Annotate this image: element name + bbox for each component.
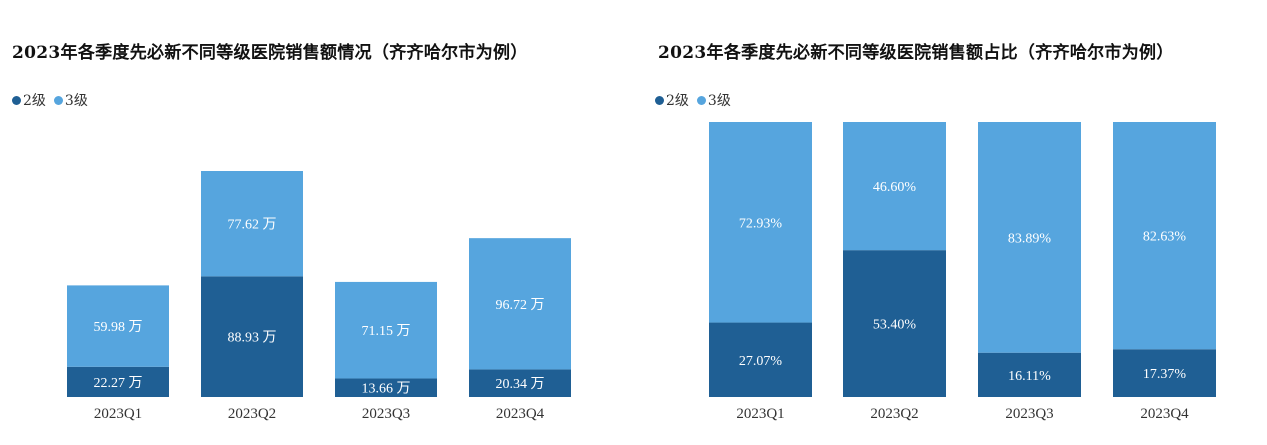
left-chart-legend: 2级 3级 (12, 90, 88, 110)
x-tick-label: 2023Q2 (870, 406, 918, 422)
data-label: 77.62 万 (228, 218, 277, 233)
bar-3级-2023Q4 (1113, 122, 1216, 350)
right-chart-title: 2023年各季度先必新不同等级医院销售额占比（齐齐哈尔市为例） (658, 43, 1174, 63)
x-tick-label: 2023Q1 (94, 406, 142, 422)
legend-label: 3级 (707, 93, 731, 109)
data-label: 83.89% (1008, 231, 1052, 246)
bar-3级-2023Q1 (709, 122, 812, 323)
x-tick-label: 2023Q4 (496, 406, 545, 422)
x-tick-label: 2023Q3 (362, 406, 410, 422)
bar-2级-2023Q1 (709, 322, 812, 397)
bar-2级-2023Q1 (67, 366, 169, 397)
data-label: 88.93 万 (228, 331, 277, 346)
legend-dot-icon (696, 95, 706, 105)
bar-3级-2023Q2 (201, 171, 303, 277)
data-label: 22.27 万 (94, 376, 143, 391)
bar-3级-2023Q3 (335, 281, 437, 379)
data-label: 96.72 万 (496, 298, 545, 313)
bar-2级-2023Q3 (978, 352, 1081, 397)
data-label: 82.63% (1143, 230, 1187, 245)
data-label: 46.60% (873, 180, 917, 195)
legend-label: 2级 (666, 93, 689, 109)
bar-3级-2023Q2 (843, 122, 946, 251)
legend-dot-icon (12, 95, 21, 105)
legend-item-level2: 2级 (12, 90, 46, 110)
bar-3级-2023Q4 (469, 238, 571, 370)
data-label: 59.98 万 (94, 320, 143, 335)
bar-3级-2023Q3 (978, 122, 1081, 353)
x-tick-label: 2023Q1 (736, 406, 784, 422)
data-label: 71.15 万 (362, 324, 411, 339)
legend-item-level3: 3级 (53, 90, 88, 110)
data-label: 53.40% (873, 318, 917, 333)
bar-2级-2023Q2 (843, 250, 946, 397)
data-label: 17.37% (1143, 367, 1187, 382)
right-chart-legend: 2级 3级 (655, 90, 731, 110)
data-label: 13.66 万 (362, 382, 411, 397)
legend-item-level2: 2级 (655, 90, 689, 110)
legend-label: 3级 (64, 93, 88, 109)
data-label: 72.93% (739, 216, 783, 231)
data-label: 20.34 万 (496, 377, 545, 392)
bar-3级-2023Q1 (67, 285, 169, 367)
legend-dot-icon (655, 95, 664, 105)
legend-label: 2级 (23, 93, 46, 109)
bar-2级-2023Q3 (335, 378, 437, 397)
data-label: 27.07% (739, 354, 783, 369)
x-tick-label: 2023Q3 (1005, 406, 1053, 422)
x-tick-label: 2023Q4 (1140, 406, 1189, 422)
legend-dot-icon (53, 95, 63, 105)
left-chart-title: 2023年各季度先必新不同等级医院销售额情况（齐齐哈尔市为例） (12, 43, 528, 63)
bar-2级-2023Q2 (201, 276, 303, 397)
data-label: 16.11% (1008, 369, 1051, 384)
bar-2级-2023Q4 (469, 369, 571, 397)
x-tick-label: 2023Q2 (228, 406, 276, 422)
bar-2级-2023Q4 (1113, 349, 1216, 397)
legend-item-level3: 3级 (696, 90, 731, 110)
